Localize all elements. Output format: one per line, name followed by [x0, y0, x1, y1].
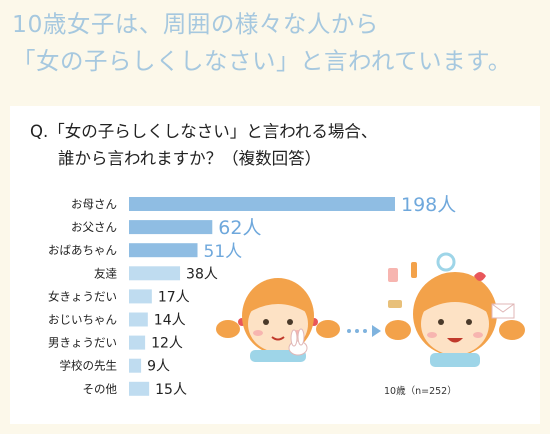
arrow-dots-icon [347, 325, 381, 337]
question: Q.「女の子らしくしなさい」と言われる場合、 誰から言われますか？（複数回答） [30, 118, 530, 172]
headline-line1: 10歳女子は、周囲の様々な人から [12, 10, 379, 38]
bar [129, 266, 181, 281]
bar [129, 312, 148, 327]
category-label: 学校の先生 [60, 359, 118, 373]
value-label: 9人 [147, 359, 170, 375]
bar [129, 335, 146, 350]
value-label: 198人 [401, 194, 456, 216]
value-label: 38人 [186, 266, 218, 282]
girl-pigtails-with-bunny-icon [216, 278, 340, 362]
chart-card [10, 106, 540, 424]
category-label: 友達 [94, 266, 117, 280]
headline-line2: 「女の子らしくしなさい」と言われています。 [12, 47, 512, 75]
value-label: 51人 [204, 242, 243, 262]
bar [129, 243, 198, 258]
bar [129, 358, 142, 373]
value-label: 62人 [218, 217, 261, 239]
girl-with-cosmetics-icon [385, 252, 525, 367]
category-label: その他 [83, 382, 118, 396]
category-label: 男きょうだい [48, 336, 117, 350]
category-label: お母さん [71, 197, 117, 211]
value-label: 17人 [158, 289, 190, 305]
bar [129, 289, 152, 304]
category-label: お父さん [71, 220, 117, 234]
sample-note: 10歳（n=252） [384, 386, 457, 397]
question-line1: Q.「女の子らしくしなさい」と言われる場合、 [30, 122, 378, 141]
category-label: おじいちゃん [48, 313, 117, 327]
category-label: 女きょうだい [48, 289, 117, 303]
bar [129, 220, 213, 235]
question-line2: 誰から言われますか？（複数回答） [58, 149, 322, 168]
value-label: 14人 [154, 313, 186, 329]
category-label: おばあちゃん [48, 243, 117, 257]
headline: 10歳女子は、周囲の様々な人から 「女の子らしくしなさい」と言われています。 [12, 6, 542, 80]
bar [129, 381, 150, 396]
value-label: 12人 [151, 336, 183, 352]
bar [129, 197, 395, 211]
value-label: 15人 [155, 382, 187, 398]
